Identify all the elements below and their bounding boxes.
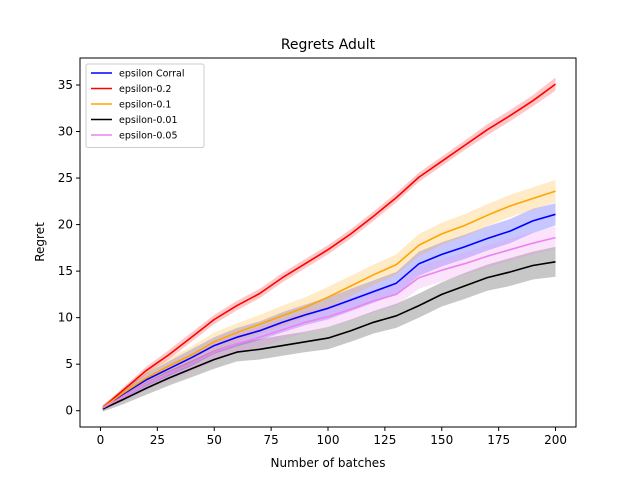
band-series-4 [102,226,556,411]
legend-box [85,63,205,148]
y-tick-label: 10 [58,311,73,325]
x-axis-label: Number of batches [271,456,386,470]
x-tick-label: 125 [373,433,396,447]
x-tick-label: 175 [487,433,510,447]
legend-label: epsilon-0.01 [119,115,178,126]
legend-label: epsilon-0.1 [119,100,171,111]
band-series-2 [102,179,556,411]
line-series-1 [102,83,556,409]
y-tick-label: 0 [65,404,73,418]
chart-title: Regrets Adult [281,37,376,53]
x-tick-label: 50 [207,433,222,447]
x-tick-label: 25 [150,433,165,447]
y-axis: 0 5 10 15 20 25 30 35 [58,78,80,418]
y-tick-label: 20 [58,218,73,232]
line-series-4 [102,236,556,409]
legend-label: epsilon-0.05 [119,131,178,142]
line-series-3 [102,261,556,410]
y-tick-label: 35 [58,78,73,92]
band-series-3 [102,246,556,412]
legend-label: epsilon-0.2 [119,84,171,95]
y-axis-label: Regret [33,222,47,262]
y-tick-label: 15 [58,264,73,278]
band-series-0 [102,203,556,411]
x-tick-label: 150 [430,433,453,447]
line-series-2 [102,190,556,409]
y-tick-label: 25 [58,171,73,185]
x-tick-label: 100 [317,433,340,447]
line-series-0 [102,213,556,409]
x-tick-label: 75 [263,433,278,447]
series-lines [102,83,556,410]
x-tick-label: 0 [97,433,105,447]
legend: epsilon Corral epsilon-0.2 epsilon-0.1 epsi… [85,63,205,148]
y-tick-label: 5 [65,357,73,371]
x-tick-label: 200 [544,433,567,447]
x-axis: 0 25 50 75 100 125 150 175 200 [97,427,567,447]
legend-label: epsilon Corral [119,69,185,80]
y-tick-label: 30 [58,125,73,139]
